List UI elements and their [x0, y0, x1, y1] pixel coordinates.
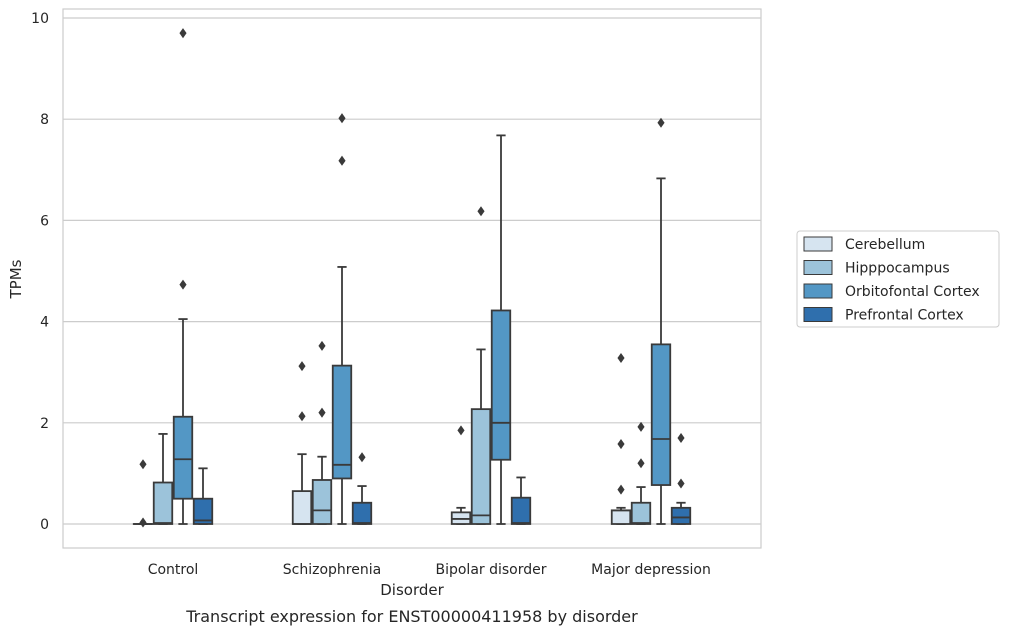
x-tick-label: Bipolar disorder [435, 562, 546, 578]
box-hipppocampus [152, 433, 174, 525]
outlier-point [457, 425, 465, 436]
box-iqr [172, 415, 194, 500]
outlier-point [179, 28, 187, 39]
legend-label: Cerebellum [845, 237, 925, 253]
y-tick-label: 10 [31, 11, 49, 27]
box-prefrontal-cortex [351, 452, 373, 525]
legend: Cerebellum Hipppocampus Orbitofontal Corte… [796, 230, 1000, 328]
outlier-point [477, 206, 485, 217]
box-hipppocampus [470, 206, 492, 525]
outlier-point [637, 421, 645, 432]
box-prefrontal-cortex [670, 432, 692, 525]
outlier-point [338, 155, 346, 166]
outlier-point [298, 361, 306, 372]
box-hipppocampus [311, 340, 333, 525]
y-tick-label: 4 [40, 315, 49, 331]
outlier-point [617, 484, 625, 495]
outlier-point [637, 458, 645, 469]
box-orbitofontal-cortex [650, 117, 672, 525]
outlier-point [617, 353, 625, 364]
legend-swatch [803, 236, 833, 252]
legend-label: Prefrontal Cortex [845, 308, 964, 324]
box-iqr [630, 501, 652, 525]
box-hipppocampus [630, 421, 652, 525]
outlier-point [617, 439, 625, 450]
box-iqr [311, 479, 333, 525]
x-tick-label: Control [148, 562, 199, 578]
outlier-point [179, 279, 187, 290]
box-iqr [670, 506, 692, 525]
outlier-point [318, 340, 326, 351]
box-cerebellum [450, 425, 472, 525]
legend-label: Orbitofontal Cortex [845, 284, 980, 300]
plot-area-frame [62, 8, 762, 549]
outlier-point [657, 117, 665, 128]
box-orbitofontal-cortex [331, 113, 353, 525]
box-iqr [291, 490, 313, 525]
legend-swatch [803, 260, 833, 275]
box-iqr [351, 501, 373, 525]
box-orbitofontal-cortex [172, 28, 194, 525]
x-tick-labels: Control Schizophrenia Bipolar disorder Majo… [148, 562, 711, 578]
outlier-point [139, 517, 147, 528]
box-iqr [192, 497, 214, 525]
outlier-point [338, 113, 346, 124]
legend-label: Hipppocampus [845, 261, 950, 277]
outlier-point [358, 452, 366, 463]
outlier-point [677, 432, 685, 443]
box-iqr [650, 343, 672, 486]
box-cerebellum [291, 361, 313, 525]
box-iqr [510, 496, 532, 525]
outlier-point [677, 478, 685, 489]
legend-frame [796, 230, 1000, 328]
outlier-point [139, 459, 147, 470]
box-orbitofontal-cortex [490, 134, 512, 525]
x-axis-label: Disorder [380, 581, 444, 599]
box-iqr [152, 481, 174, 525]
outlier-point [298, 411, 306, 422]
boxes [132, 28, 692, 528]
y-tick-label: 8 [40, 112, 49, 128]
x-tick-label: Major depression [591, 562, 711, 578]
outlier-point [318, 407, 326, 418]
legend-swatch [803, 307, 833, 322]
y-tick-label: 0 [40, 517, 49, 533]
y-tick-label: 6 [40, 213, 49, 229]
box-iqr [470, 408, 492, 525]
box-iqr [490, 309, 512, 461]
box-iqr [610, 509, 632, 525]
legend-swatch [803, 283, 833, 299]
y-tick-labels: 0 2 4 6 8 10 [31, 11, 49, 533]
box-cerebellum [610, 353, 632, 525]
box-prefrontal-cortex [192, 467, 214, 525]
y-axis-label: TPMs [7, 259, 25, 299]
x-tick-label: Schizophrenia [283, 562, 381, 578]
chart-caption: Transcript expression for ENST0000041195… [185, 607, 638, 626]
box-iqr [331, 364, 353, 480]
y-tick-label: 2 [40, 416, 49, 432]
box-prefrontal-cortex [510, 476, 532, 525]
box-cerebellum [132, 459, 154, 528]
